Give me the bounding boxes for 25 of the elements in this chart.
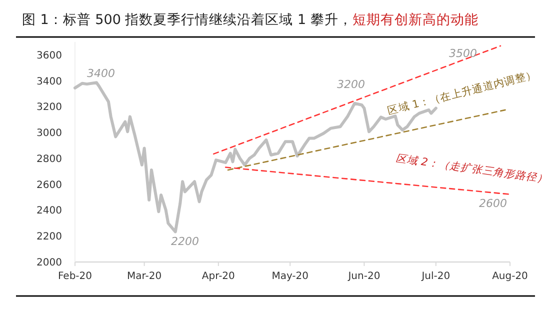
y-tick-label: 2400	[36, 206, 62, 217]
y-tick-label: 3600	[36, 50, 62, 62]
annotation: 3400	[87, 67, 115, 80]
y-tick-label: 3200	[36, 102, 62, 114]
annotation: 3500	[449, 47, 477, 60]
title: 图 1：标普 500 指数夏季行情继续沿着区域 1 攀升，	[22, 12, 352, 28]
x-tick-label: Jul-20	[420, 271, 450, 282]
x-tick-label: Aug-20	[492, 271, 528, 282]
x-tick-label: Jun-20	[347, 271, 380, 282]
y-tick-label: 2000	[36, 258, 62, 268]
y-tick-label: 2800	[36, 154, 62, 165]
y-tick-label: 2200	[36, 232, 62, 243]
annotation: 2200	[171, 235, 199, 248]
x-tick-label: Apr-20	[202, 271, 235, 282]
y-tick-label: 3400	[36, 76, 62, 88]
annotation: 2600	[479, 197, 507, 210]
annotation: 区域 1：（在上升通道内调整）	[386, 68, 538, 118]
annotation: 区域 2：（走扩张三角形路径）	[395, 152, 548, 186]
x-tick-label: May-20	[272, 271, 309, 282]
x-tick-label: Mar-20	[127, 271, 162, 282]
y-tick-label: 3000	[36, 128, 62, 140]
x-tick-label: Feb-20	[58, 271, 92, 282]
y-tick-label: 2600	[36, 180, 62, 191]
subtitle: 短期有创新高的动能	[352, 12, 478, 28]
annotation: 3200	[337, 78, 365, 91]
